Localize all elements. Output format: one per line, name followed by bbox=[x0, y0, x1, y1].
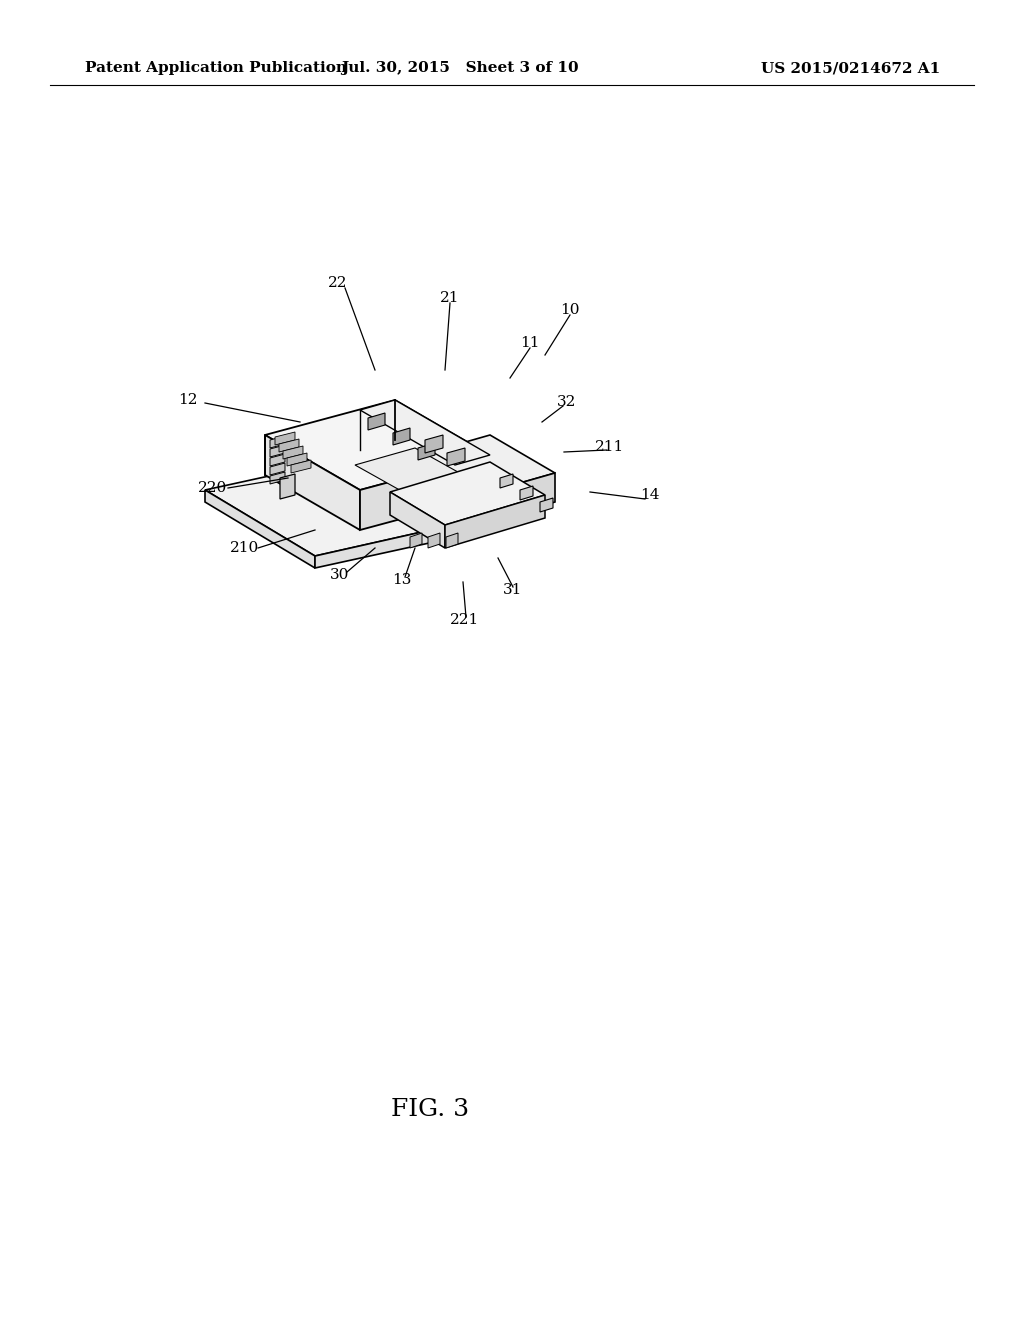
Polygon shape bbox=[368, 413, 385, 430]
Polygon shape bbox=[390, 492, 445, 548]
Polygon shape bbox=[418, 444, 435, 459]
Polygon shape bbox=[446, 533, 458, 548]
Text: Patent Application Publication: Patent Application Publication bbox=[85, 61, 347, 75]
Polygon shape bbox=[270, 436, 285, 447]
Polygon shape bbox=[393, 428, 410, 445]
Polygon shape bbox=[410, 533, 422, 548]
Polygon shape bbox=[280, 474, 295, 499]
Polygon shape bbox=[315, 520, 475, 568]
Polygon shape bbox=[279, 440, 299, 451]
Polygon shape bbox=[520, 486, 534, 500]
Polygon shape bbox=[265, 400, 490, 490]
Polygon shape bbox=[360, 455, 490, 531]
Text: US 2015/0214672 A1: US 2015/0214672 A1 bbox=[761, 61, 940, 75]
Polygon shape bbox=[425, 436, 443, 453]
Text: Jul. 30, 2015   Sheet 3 of 10: Jul. 30, 2015 Sheet 3 of 10 bbox=[341, 61, 579, 75]
Polygon shape bbox=[428, 533, 440, 548]
Polygon shape bbox=[291, 459, 311, 473]
Text: 210: 210 bbox=[230, 541, 260, 554]
Polygon shape bbox=[420, 436, 555, 492]
Polygon shape bbox=[445, 495, 545, 548]
Text: 211: 211 bbox=[595, 440, 625, 454]
Polygon shape bbox=[420, 455, 485, 521]
Polygon shape bbox=[275, 432, 295, 445]
Text: 13: 13 bbox=[392, 573, 412, 587]
Polygon shape bbox=[447, 447, 465, 466]
Polygon shape bbox=[265, 436, 360, 531]
Polygon shape bbox=[360, 400, 490, 465]
Polygon shape bbox=[485, 473, 555, 521]
Text: 11: 11 bbox=[520, 337, 540, 350]
Polygon shape bbox=[205, 455, 475, 556]
Text: 21: 21 bbox=[440, 290, 460, 305]
Text: 14: 14 bbox=[640, 488, 659, 502]
Text: 220: 220 bbox=[199, 480, 227, 495]
Text: 22: 22 bbox=[329, 276, 348, 290]
Polygon shape bbox=[500, 474, 513, 488]
Text: 10: 10 bbox=[560, 304, 580, 317]
Polygon shape bbox=[287, 453, 307, 466]
Text: 30: 30 bbox=[331, 568, 349, 582]
Text: FIG. 3: FIG. 3 bbox=[391, 1098, 469, 1122]
Text: 221: 221 bbox=[451, 612, 479, 627]
Text: 12: 12 bbox=[178, 393, 198, 407]
Polygon shape bbox=[205, 490, 315, 568]
Polygon shape bbox=[270, 445, 285, 457]
Polygon shape bbox=[390, 462, 545, 525]
Polygon shape bbox=[283, 446, 303, 459]
Polygon shape bbox=[355, 447, 490, 507]
Polygon shape bbox=[540, 498, 553, 512]
Polygon shape bbox=[270, 454, 285, 466]
Text: 31: 31 bbox=[504, 583, 522, 597]
Polygon shape bbox=[270, 473, 285, 484]
Polygon shape bbox=[270, 463, 285, 475]
Text: 32: 32 bbox=[557, 395, 577, 409]
